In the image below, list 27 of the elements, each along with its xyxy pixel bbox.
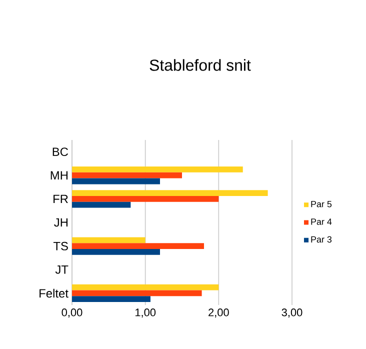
y-tick-label: JH [54,218,68,227]
legend-label: Par 3 [311,236,332,243]
bar [72,237,146,244]
x-tick-label: 3,00 [282,308,302,318]
bar [72,190,268,196]
y-tick-label: BC [52,148,68,156]
y-tick-label: TS [53,242,68,250]
y-tick-label: Feltet [40,288,68,298]
legend-label: Par 4 [311,218,332,225]
bar [72,196,219,202]
x-tick-label: 1,00 [135,308,156,318]
bar [72,290,202,296]
x-tick-label: 0,00 [62,308,82,318]
y-tick-label: MH [50,171,68,180]
bar [72,172,182,178]
y-tick-label: FR [54,194,68,204]
bar [72,284,219,290]
bar [72,249,160,255]
legend-label: Par 5 [311,201,332,208]
bar [72,243,204,250]
y-tick-label: JT [55,265,68,274]
chart-title: Stableford snit [150,59,251,71]
x-tick-label: 2,00 [208,308,229,318]
bar [72,178,160,184]
bar [72,202,131,208]
bar [72,296,150,302]
bar [72,166,243,172]
